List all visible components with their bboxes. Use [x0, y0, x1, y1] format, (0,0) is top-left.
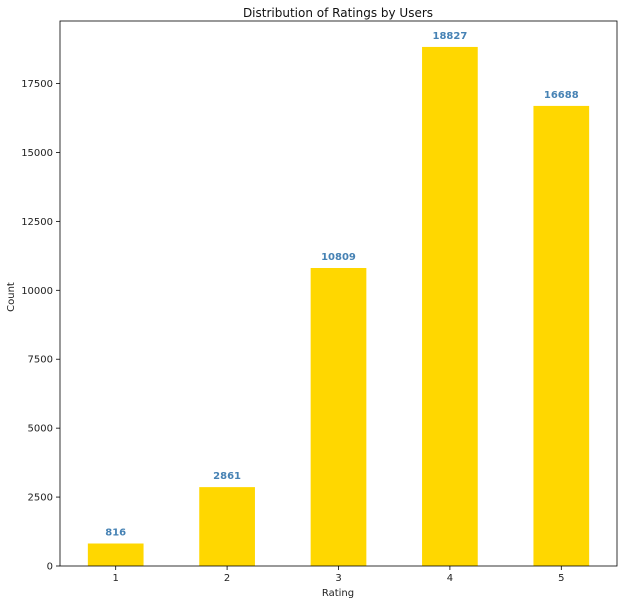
- x-axis-label: Rating: [322, 588, 354, 599]
- bar-rating-4: [422, 46, 478, 567]
- y-tick-label: 12500: [21, 217, 53, 228]
- x-axis-ticks: 1 2 3 4 5: [113, 566, 564, 584]
- x-tick-label: 2: [224, 573, 230, 584]
- data-labels: 816 2861 10809 18827 16688: [105, 31, 578, 539]
- y-tick-label: 17500: [21, 79, 53, 90]
- y-tick-label: 5000: [28, 424, 53, 435]
- y-tick-label: 10000: [21, 286, 53, 297]
- bar-rating-3: [310, 267, 367, 566]
- bars: [87, 46, 590, 567]
- x-tick-label: 4: [447, 573, 453, 584]
- x-tick-label: 3: [335, 573, 341, 584]
- y-tick-label: 7500: [28, 355, 53, 366]
- bar-rating-2: [199, 487, 255, 566]
- bar-rating-5: [533, 105, 590, 567]
- y-tick-label: 2500: [28, 493, 53, 504]
- data-label-rating-5: 16688: [544, 90, 579, 101]
- y-axis-ticks: 0 2500 5000 7500 10000 12500 15000 17500: [21, 79, 60, 573]
- x-tick-label: 1: [113, 573, 119, 584]
- x-tick-label: 5: [558, 573, 564, 584]
- y-tick-label: 15000: [21, 148, 53, 159]
- data-label-rating-4: 18827: [433, 31, 468, 42]
- data-label-rating-2: 2861: [213, 471, 241, 482]
- chart-title: Distribution of Ratings by Users: [243, 6, 433, 20]
- data-label-rating-1: 816: [105, 528, 126, 539]
- y-axis-label: Count: [6, 282, 17, 312]
- data-label-rating-3: 10809: [321, 252, 356, 263]
- plot-area-frame: [59, 20, 618, 567]
- y-tick-label: 0: [47, 562, 53, 573]
- bar-rating-1: [87, 543, 144, 566]
